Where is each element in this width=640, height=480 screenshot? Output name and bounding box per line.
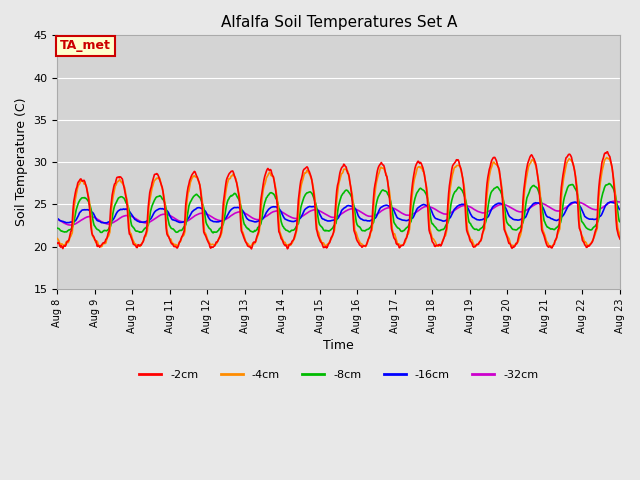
- Y-axis label: Soil Temperature (C): Soil Temperature (C): [15, 98, 28, 227]
- Legend: -2cm, -4cm, -8cm, -16cm, -32cm: -2cm, -4cm, -8cm, -16cm, -32cm: [135, 366, 543, 384]
- Title: Alfalfa Soil Temperatures Set A: Alfalfa Soil Temperatures Set A: [221, 15, 457, 30]
- Text: TA_met: TA_met: [60, 39, 111, 52]
- X-axis label: Time: Time: [323, 339, 354, 352]
